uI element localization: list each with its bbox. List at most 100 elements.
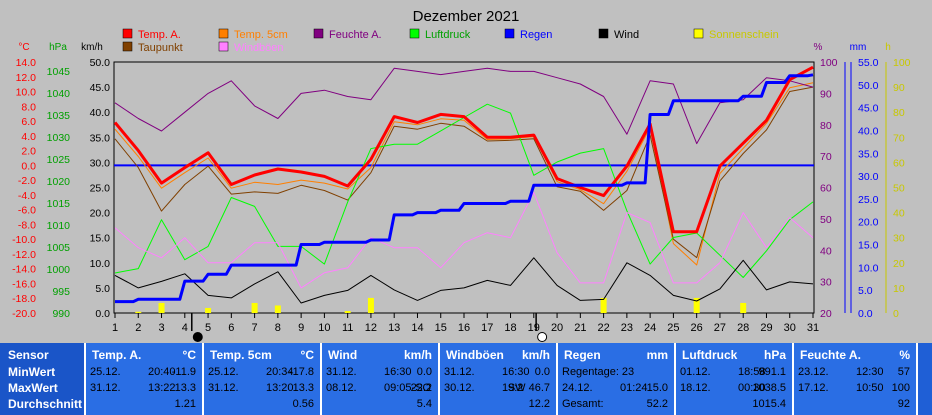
rain_mm-tick-label: 30.0 xyxy=(858,171,879,183)
legend-label: Wind xyxy=(614,29,639,41)
stats-cell: 12:30 xyxy=(856,366,884,378)
sunshine-bar xyxy=(693,297,700,313)
legend-label: Taupunkt xyxy=(138,42,183,54)
pressure_hpa-tick-label: 1045 xyxy=(47,66,71,78)
series-line-wind xyxy=(114,257,814,304)
x-tick-label: 4 xyxy=(182,322,188,334)
stats-row: 25.12. 20:40 -11.9 xyxy=(90,366,196,380)
stats-row: 25.12. 20:34 -17.8 xyxy=(208,366,314,380)
rain_mm-tick-label: 10.0 xyxy=(858,262,879,274)
stats-row: 0.56 xyxy=(208,398,314,412)
temp_c-tick-label: -14.0 xyxy=(12,264,36,276)
x-tick-label: 7 xyxy=(252,322,258,334)
stats-cell: -17.8 xyxy=(288,366,314,378)
sun_h-axis-label: h xyxy=(885,42,891,53)
pressure_hpa-tick-label: 1030 xyxy=(47,132,71,144)
stats-cell: 19:2 xyxy=(502,382,524,394)
wind_kmh-tick-label: 40.0 xyxy=(90,107,111,119)
temp_c-tick-label: 14.0 xyxy=(16,57,37,69)
sun_h-tick-label: 100 xyxy=(893,57,911,69)
stats-row: 5.4 xyxy=(326,398,432,412)
temp_c-tick-label: -12.0 xyxy=(12,249,36,261)
series-line-temp-5cm xyxy=(114,82,814,266)
x-tick-label: 3 xyxy=(158,322,164,334)
stats-cell: 17.12. xyxy=(798,382,829,394)
legend-swatch xyxy=(409,28,420,39)
legend-swatch xyxy=(122,41,133,52)
statistics-table: Sensor MinWert MaxWert Durchschnitt Temp… xyxy=(0,343,932,415)
temp_c-tick-label: 0.0 xyxy=(21,160,36,172)
stats-cell: 13.3 xyxy=(292,382,314,394)
sun_h-tick-label: 60 xyxy=(893,157,905,169)
temp_c-tick-label: -8.0 xyxy=(18,219,36,231)
stats-cell: -11.9 xyxy=(171,366,196,378)
sun_h-tick-label: 0 xyxy=(893,308,899,320)
stats-cell: 1.21 xyxy=(174,398,196,410)
sunshine-bars xyxy=(135,297,747,313)
x-tick-label: 31 xyxy=(807,322,819,334)
stats-row: Regentage: 23 xyxy=(562,366,668,380)
humidity_pct-tick-label: 80 xyxy=(820,120,832,132)
x-tick-label: 8 xyxy=(275,322,281,334)
pressure_hpa-tick-label: 1020 xyxy=(47,176,71,188)
stats-row: 17.12. 10:50 100 xyxy=(798,382,910,396)
wind_kmh-tick-label: 30.0 xyxy=(90,157,111,169)
stats-block-title: Wind xyxy=(328,348,358,362)
sunshine-bar xyxy=(205,307,212,313)
stats-cell: 13:22 xyxy=(148,382,176,394)
pressure_hpa-tick-label: 1035 xyxy=(47,110,71,122)
x-tick-label: 26 xyxy=(691,322,703,334)
stats-cell: 31.12. xyxy=(90,382,121,394)
stats-cell: 92 xyxy=(897,398,910,410)
temp_c-tick-label: 10.0 xyxy=(16,87,37,99)
stats-row: Gesamt: 52.2 xyxy=(562,398,668,412)
stats-cell: 52.2 xyxy=(646,398,668,410)
rain_mm-axis-label: mm xyxy=(850,42,867,53)
rain_mm-tick-label: 55.0 xyxy=(858,57,879,69)
legend-swatch xyxy=(504,28,515,39)
stats-row: 31.12. 16:30 0.0 xyxy=(326,366,432,380)
stats-block-title: Feuchte A. xyxy=(800,348,861,362)
humidity_pct-tick-label: 90 xyxy=(820,88,832,100)
temp_c-tick-label: 2.0 xyxy=(21,146,36,158)
stats-cell: 23.12. xyxy=(798,366,829,378)
chart-legend: Temp. A. Temp. 5cm Feuchte A. Luftdruck Rege… xyxy=(122,28,779,54)
x-tick-label: 16 xyxy=(458,322,470,334)
stats-cell: 0.0 xyxy=(534,366,550,378)
temp_c-axis-label: °C xyxy=(18,42,29,53)
stats-block-luftdruck: Luftdruck hPa 01.12. 18:58 991.1 18.12. 00:30 1… xyxy=(676,343,794,415)
stats-row: 08.12. 09:05-SO 22.2 xyxy=(326,382,432,396)
x-tick-label: 17 xyxy=(481,322,493,334)
stats-row: 24.12. 01:24 15.0 xyxy=(562,382,668,396)
stats-block-unit: km/h xyxy=(403,348,432,362)
x-tick-label: 14 xyxy=(411,322,423,334)
sunshine-bar xyxy=(158,302,165,313)
pressure_hpa-tick-label: 1025 xyxy=(47,154,71,166)
rain_mm-tick-label: 50.0 xyxy=(858,80,879,92)
x-tick-label: 28 xyxy=(737,322,749,334)
chart-axes: °C 14.0 12.0 10.0 8.0 6.0 4.0 2.0 0.0 -2.0 -4.0 -6.… xyxy=(12,42,911,320)
stats-cell: 16:30 xyxy=(384,366,412,378)
legend-label: Feuchte A. xyxy=(329,29,382,41)
stats-cell: 1015.4 xyxy=(752,398,786,410)
stats-row: 01.12. 18:58 991.1 xyxy=(680,366,786,380)
stats-cell: 20:34 xyxy=(266,366,294,378)
wind_kmh-axis-label: km/h xyxy=(81,42,103,53)
legend-swatch xyxy=(218,28,229,39)
wind_kmh-tick-label: 20.0 xyxy=(90,208,111,220)
stats-cell: 13.3 xyxy=(174,382,196,394)
stats-cell: 24.12. xyxy=(562,382,593,394)
stats-row: 92 xyxy=(798,398,910,412)
sunshine-bar xyxy=(344,310,351,313)
pressure_hpa-tick-label: 1015 xyxy=(47,198,71,210)
sun_h-tick-label: 40 xyxy=(893,208,905,220)
temp_c-tick-label: -2.0 xyxy=(18,175,36,187)
humidity_pct-tick-label: 20 xyxy=(820,308,832,320)
legend-label: Sonnenschein xyxy=(709,29,779,41)
series-line-temp-a- xyxy=(113,65,814,234)
stats-cell: 0.0 xyxy=(416,366,432,378)
stats-row-label-max: MaxWert xyxy=(8,381,58,395)
x-tick-label: 23 xyxy=(621,322,633,334)
stats-block-unit: mm xyxy=(646,348,668,362)
x-tick-label: 10 xyxy=(318,322,330,334)
